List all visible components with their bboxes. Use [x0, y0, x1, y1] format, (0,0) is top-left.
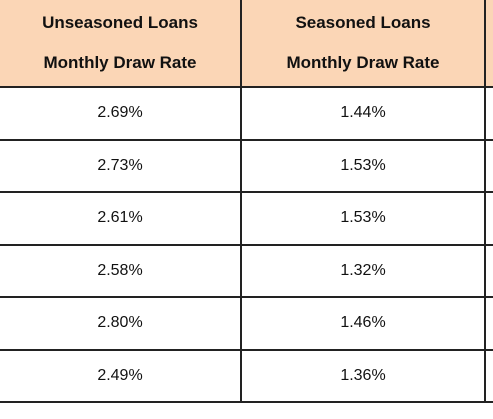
table-cell: 2.58%: [0, 245, 242, 298]
header-text: Monthly Draw Rate: [286, 53, 440, 72]
header-cell: Seasoned Loans Monthly Draw Rate: [242, 0, 486, 88]
table-cell-empty: [486, 193, 493, 246]
table-cell-empty: [486, 298, 493, 351]
table-cell: 1.46%: [242, 298, 486, 351]
cell-text: 1.44%: [340, 104, 386, 122]
table-cell: 2.73%: [0, 140, 242, 193]
table-cell-empty: [486, 351, 493, 403]
cell-text: 2.49%: [97, 366, 143, 384]
table-cell-empty: [486, 88, 493, 141]
table-cell: 1.53%: [242, 140, 486, 193]
cell-text: 1.53%: [340, 209, 386, 227]
cell-text: 2.80%: [97, 314, 143, 332]
header-cell: Unseasoned Loans Monthly Draw Rate: [0, 0, 242, 88]
header-cell-empty: [486, 0, 493, 88]
cell-text: 1.53%: [340, 156, 386, 174]
table-cell: 1.32%: [242, 245, 486, 298]
cell-text: 2.73%: [97, 156, 143, 174]
table-cell: 2.69%: [0, 88, 242, 141]
table-cell: 1.53%: [242, 193, 486, 246]
header-text: Monthly Draw Rate: [43, 53, 197, 72]
header-text: Unseasoned Loans: [42, 13, 198, 32]
cell-text: 1.46%: [340, 314, 386, 332]
table-cell-empty: [486, 246, 493, 298]
cell-text: 1.32%: [340, 261, 386, 279]
table-cell: 2.49%: [0, 350, 242, 403]
cell-text: 2.58%: [97, 261, 143, 279]
table-cell: 2.80%: [0, 298, 242, 351]
cell-text: 2.69%: [97, 104, 143, 122]
table-cell: 1.36%: [242, 350, 486, 403]
table-cell: 1.44%: [242, 88, 486, 141]
header-text: Seasoned Loans: [295, 13, 431, 32]
cell-text: 2.61%: [97, 209, 143, 227]
cell-text: 1.36%: [340, 366, 386, 384]
table-cell: 2.61%: [0, 193, 242, 246]
table-cell-empty: [486, 141, 493, 193]
